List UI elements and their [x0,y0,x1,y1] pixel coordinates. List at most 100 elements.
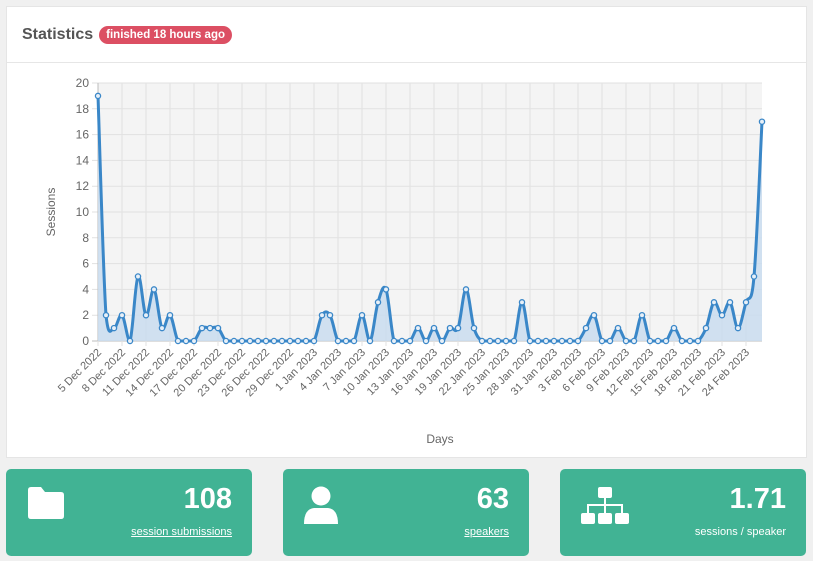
data-point [286,337,294,345]
data-point [374,299,382,306]
data-point [630,337,638,345]
data-point [422,337,430,345]
y-tick-labels: 0 2 4 6 8 10 12 14 16 18 20 [76,76,90,348]
stat-value: 108 [183,483,232,515]
stat-value: 1.71 [729,483,786,515]
data-point [382,286,390,293]
data-point [494,337,502,345]
data-point [502,337,510,345]
data-point [198,324,206,332]
stat-value: 63 [476,483,509,515]
data-point [446,324,454,332]
y-tick-label: 10 [76,205,90,219]
data-point [566,337,574,345]
data-point [718,311,726,319]
data-point [238,337,246,345]
data-point [742,299,750,306]
data-point [206,324,214,332]
data-point [430,324,438,332]
data-point [598,337,606,345]
data-point [638,311,646,319]
card-header: Statistics finished 18 hours ago [7,7,806,63]
stat-label: sessions / speaker [694,526,786,538]
x-axis-label: Days [426,432,453,446]
data-point [462,286,470,293]
data-point [702,324,710,332]
data-point [222,337,230,345]
y-tick-label: 4 [82,282,89,296]
data-point [102,311,110,319]
data-point [110,324,118,332]
session-submissions-link[interactable]: session submissions [131,526,232,538]
y-tick-label: 12 [76,179,90,193]
data-point [478,337,486,345]
data-point [542,337,550,345]
y-tick-label: 8 [82,231,89,245]
folder-icon [26,486,66,525]
data-point [694,337,702,345]
y-tick-label: 6 [82,257,89,271]
y-tick-label: 18 [76,102,90,116]
data-point [486,337,494,345]
data-point [262,337,270,345]
data-point [582,324,590,332]
data-point [454,324,462,332]
data-point [574,337,582,345]
stat-card-submissions: 108 session submissions [6,469,252,556]
data-point [622,337,630,345]
data-point [214,324,222,332]
data-point [438,337,446,345]
data-point [326,311,334,319]
data-point [334,337,342,345]
data-point [270,337,278,345]
data-point [534,337,542,345]
data-point [94,92,102,100]
data-point [670,324,678,332]
data-point [590,311,598,319]
x-gridlines [97,83,747,346]
data-point [734,324,742,332]
data-point [398,337,406,345]
data-point [390,337,398,345]
data-point [558,337,566,345]
y-tick-label: 2 [82,308,89,322]
data-point [686,337,694,345]
data-point [174,337,182,345]
data-point [646,337,654,345]
y-tick-label: 14 [76,153,90,167]
y-tick-label: 20 [76,76,90,90]
data-point [118,311,126,319]
data-point [142,311,150,319]
data-point [366,337,374,345]
data-point [726,299,734,306]
data-point [246,337,254,345]
data-point [126,337,134,345]
data-point [358,311,366,319]
card-title: Statistics [22,25,94,43]
data-point [342,337,350,345]
data-point [518,299,526,306]
data-point [654,337,662,345]
data-point [678,337,686,345]
data-point [158,324,166,332]
y-tick-label: 16 [76,128,90,142]
status-badge: finished 18 hours ago [99,25,232,44]
data-point [550,337,558,345]
data-point [750,273,758,280]
data-point [190,337,198,345]
data-point [526,337,534,345]
data-point [758,118,766,125]
user-icon [303,486,339,531]
data-point [278,337,286,345]
sitemap-icon [580,486,630,531]
data-point [414,324,422,332]
data-point [302,337,310,345]
data-point [470,324,478,332]
speakers-link[interactable]: speakers [464,526,509,538]
data-point [318,311,326,319]
data-point [134,273,142,280]
data-point [254,337,262,345]
data-point [406,337,414,345]
